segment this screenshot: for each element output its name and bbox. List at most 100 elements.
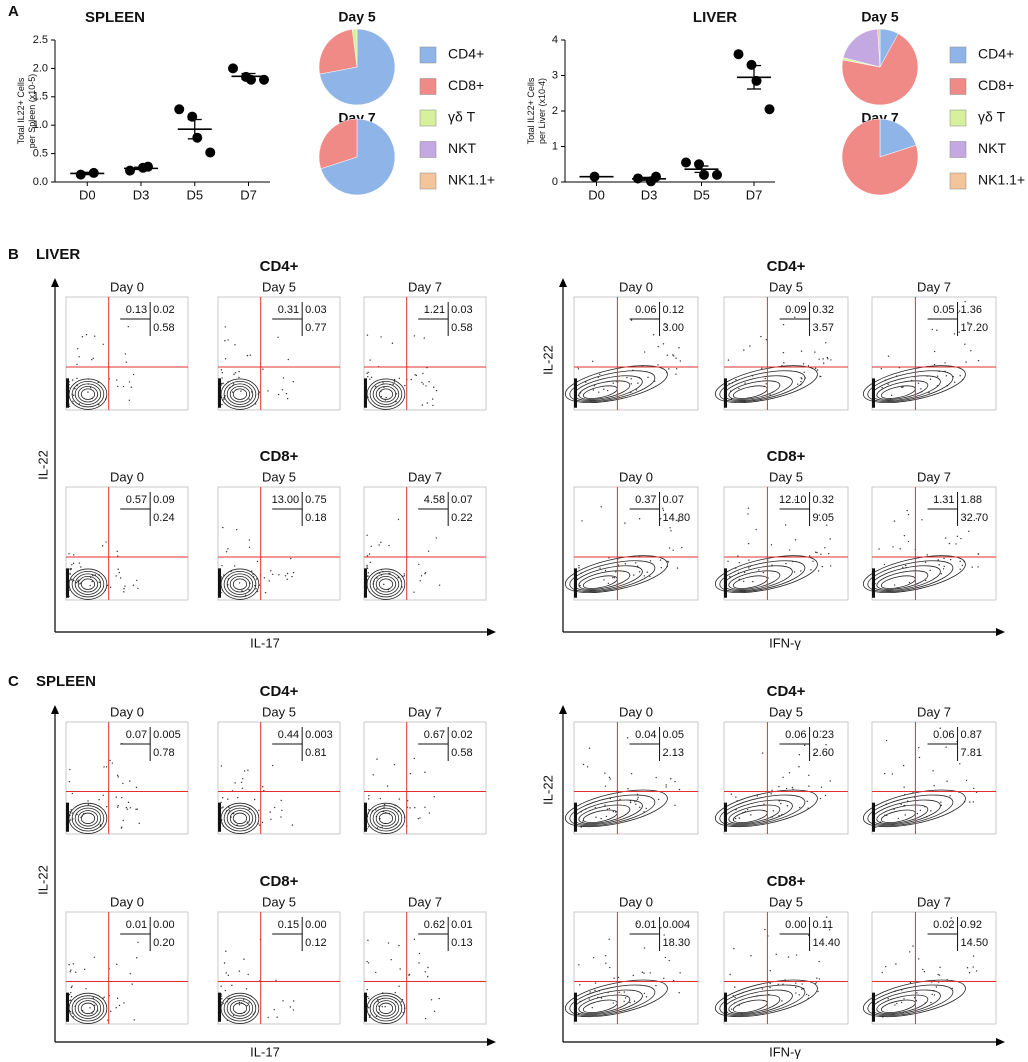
quadrant-upper-left: 1.21 xyxy=(424,304,445,316)
event-dot xyxy=(221,377,223,379)
quadrant-lower-right: 18.30 xyxy=(663,937,691,949)
contour xyxy=(564,789,668,828)
event-dot xyxy=(641,971,644,973)
quadrant-lower-right: 0.18 xyxy=(305,512,326,524)
event-dot xyxy=(782,983,784,985)
event-dot xyxy=(277,393,280,396)
event-dot xyxy=(594,982,597,984)
quadrant-upper-right: 0.23 xyxy=(813,729,834,741)
event-dot xyxy=(904,814,906,816)
pie-slice xyxy=(842,28,881,68)
event-dot xyxy=(929,378,932,380)
event-dot xyxy=(662,507,664,510)
event-dot xyxy=(734,986,736,988)
density-edge xyxy=(574,568,577,598)
pie-slice xyxy=(320,118,396,196)
event-dot xyxy=(581,520,583,522)
event-dot xyxy=(426,402,429,404)
event-dot xyxy=(958,331,960,333)
event-dot xyxy=(76,363,78,366)
density-edge xyxy=(872,802,875,832)
row-title: CD8+ xyxy=(260,873,299,890)
event-dot xyxy=(633,1000,636,1002)
event-dot xyxy=(801,378,803,380)
event-dot xyxy=(281,809,283,811)
y-axis-label: IL-22 xyxy=(540,775,555,805)
event-dot xyxy=(812,560,814,562)
event-dot xyxy=(281,389,284,391)
event-dot xyxy=(665,784,667,786)
data-point xyxy=(205,147,216,158)
quadrant-upper-right: 0.05 xyxy=(663,729,684,741)
event-dot xyxy=(372,774,374,776)
event-dot xyxy=(367,826,370,828)
y-axis-label: IL-22 xyxy=(540,345,555,375)
event-dot xyxy=(813,752,816,755)
x-axis-label: IL-17 xyxy=(250,1044,280,1059)
contour xyxy=(375,810,397,827)
event-dot xyxy=(782,776,784,779)
quadrant-lower-right: 0.20 xyxy=(153,937,174,949)
plot-frame xyxy=(573,721,699,835)
event-dot xyxy=(820,375,822,378)
event-dot xyxy=(933,350,936,353)
event-dot xyxy=(902,566,904,569)
event-dot xyxy=(939,727,941,729)
plot-frame xyxy=(723,486,849,601)
quadrant-upper-right: 0.03 xyxy=(451,304,472,316)
data-point xyxy=(174,104,185,115)
y-tick-label: 1.5 xyxy=(33,91,48,103)
quadrant-upper-left: 4.58 xyxy=(424,494,445,506)
contour xyxy=(229,810,251,827)
quadrant-upper-right: 0.004 xyxy=(663,919,691,931)
event-dot xyxy=(255,578,258,580)
event-dot xyxy=(968,530,970,533)
event-dot xyxy=(227,339,229,341)
day-label: Day 5 xyxy=(262,279,296,294)
contour xyxy=(77,810,99,827)
contour xyxy=(229,1000,251,1017)
density-edge xyxy=(574,802,577,832)
event-dot xyxy=(282,1000,284,1002)
event-dot xyxy=(115,575,117,577)
row-title: CD8+ xyxy=(767,873,806,890)
event-dot xyxy=(81,336,84,338)
event-dot xyxy=(770,793,772,795)
event-dot xyxy=(659,518,662,520)
row-title: CD4+ xyxy=(260,683,299,700)
event-dot xyxy=(794,986,797,989)
event-dot xyxy=(427,550,430,552)
event-dot xyxy=(902,386,904,388)
event-dot xyxy=(133,1019,135,1021)
event-dot xyxy=(926,554,929,556)
contour xyxy=(719,560,806,592)
event-dot xyxy=(68,553,70,555)
event-dot xyxy=(382,382,384,384)
event-dot xyxy=(366,960,368,963)
contour xyxy=(876,570,929,590)
event-dot xyxy=(223,398,225,400)
event-dot xyxy=(404,384,406,387)
y-axis-label: Total IL22+ Cellsper Liver (x10-4) xyxy=(526,77,547,144)
event-dot xyxy=(68,993,71,996)
event-dot xyxy=(368,808,370,811)
event-dot xyxy=(791,786,794,789)
event-dot xyxy=(604,785,607,787)
event-dot xyxy=(649,972,651,974)
event-dot xyxy=(222,806,224,808)
pie-slice xyxy=(841,118,919,196)
contour xyxy=(232,388,248,400)
event-dot xyxy=(103,996,105,998)
event-dot xyxy=(71,379,74,381)
event-dot xyxy=(579,584,581,587)
event-dot xyxy=(803,744,806,747)
event-dot xyxy=(69,1010,72,1013)
quadrant-upper-right: 1.36 xyxy=(961,304,982,316)
event-dot xyxy=(895,963,897,965)
contour xyxy=(569,984,656,1017)
event-dot xyxy=(645,807,647,810)
event-dot xyxy=(675,357,677,359)
contour xyxy=(375,1000,397,1017)
event-dot xyxy=(248,398,250,400)
event-dot xyxy=(977,553,979,555)
